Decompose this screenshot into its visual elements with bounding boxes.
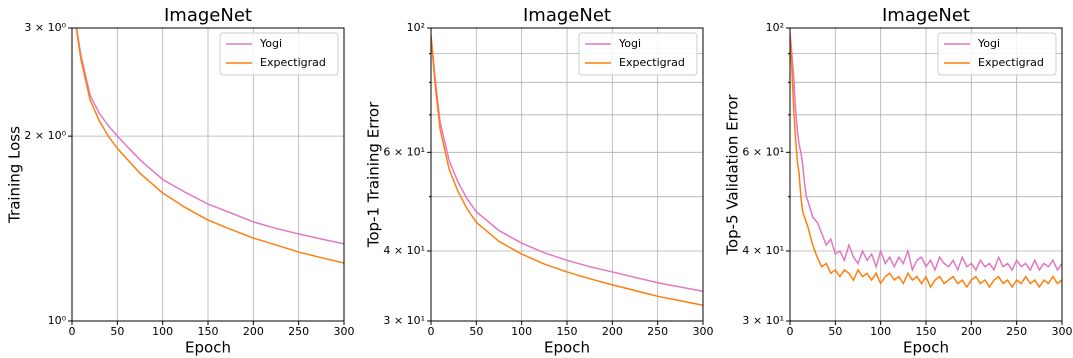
line-series <box>75 28 344 245</box>
line-series <box>790 35 1062 289</box>
x-tick-label: 50 <box>828 325 842 338</box>
chart-title: ImageNet <box>882 5 970 26</box>
x-tick-label: 300 <box>1052 325 1073 338</box>
line-series <box>75 28 344 264</box>
chart-title: ImageNet <box>164 5 252 26</box>
y-tick-label: 2 × 10⁰ <box>24 129 66 142</box>
x-tick-label: 100 <box>152 325 173 338</box>
legend-label: Expectigrad <box>619 56 685 69</box>
x-tick-label: 300 <box>693 325 714 338</box>
line-series <box>431 35 703 292</box>
y-tick-label: 10² <box>766 21 784 34</box>
x-tick-label: 200 <box>961 325 982 338</box>
legend-label: Expectigrad <box>978 56 1044 69</box>
y-tick-label: 3 × 10¹ <box>383 314 425 327</box>
y-tick-label: 4 × 10¹ <box>383 244 425 257</box>
legend-label: Yogi <box>618 37 641 50</box>
x-tick-label: 50 <box>110 325 124 338</box>
y-tick-label: 10⁰ <box>48 314 67 327</box>
y-tick-label: 3 × 10⁰ <box>24 21 66 34</box>
y-axis-label: Top-1 Training Error <box>365 101 383 248</box>
x-axis-label: Epoch <box>544 339 590 357</box>
x-tick-label: 0 <box>428 325 435 338</box>
y-axis-label: Top-5 Validation Error <box>724 93 742 255</box>
x-tick-label: 150 <box>916 325 937 338</box>
line-series <box>431 35 703 307</box>
x-tick-label: 150 <box>557 325 578 338</box>
series-group <box>431 35 703 307</box>
x-tick-label: 250 <box>1006 325 1027 338</box>
legend-label: Yogi <box>259 37 282 50</box>
axes-frame <box>71 27 345 322</box>
x-tick-label: 300 <box>334 325 355 338</box>
x-tick-label: 0 <box>787 325 794 338</box>
y-tick-label: 6 × 10¹ <box>383 145 425 158</box>
legend-label: Yogi <box>977 37 1000 50</box>
x-axis-label: Epoch <box>185 339 231 357</box>
axes-frame <box>430 27 704 322</box>
axes-frame <box>789 27 1063 322</box>
x-tick-label: 50 <box>469 325 483 338</box>
series-group <box>790 32 1062 289</box>
line-series <box>790 32 1062 273</box>
x-axis-label: Epoch <box>903 339 949 357</box>
chart-title: ImageNet <box>523 5 611 26</box>
x-tick-label: 150 <box>198 325 219 338</box>
y-tick-label: 6 × 10¹ <box>742 145 784 158</box>
series-group <box>75 28 344 264</box>
legend-label: Expectigrad <box>260 56 326 69</box>
y-tick-label: 10² <box>407 21 425 34</box>
x-tick-label: 100 <box>870 325 891 338</box>
x-tick-label: 0 <box>69 325 76 338</box>
x-tick-label: 100 <box>511 325 532 338</box>
y-tick-label: 4 × 10¹ <box>742 244 784 257</box>
x-tick-label: 200 <box>602 325 623 338</box>
x-tick-label: 250 <box>647 325 668 338</box>
y-tick-label: 3 × 10¹ <box>742 314 784 327</box>
x-tick-label: 250 <box>288 325 309 338</box>
y-axis-label: Training Loss <box>6 126 24 224</box>
x-tick-label: 200 <box>243 325 264 338</box>
